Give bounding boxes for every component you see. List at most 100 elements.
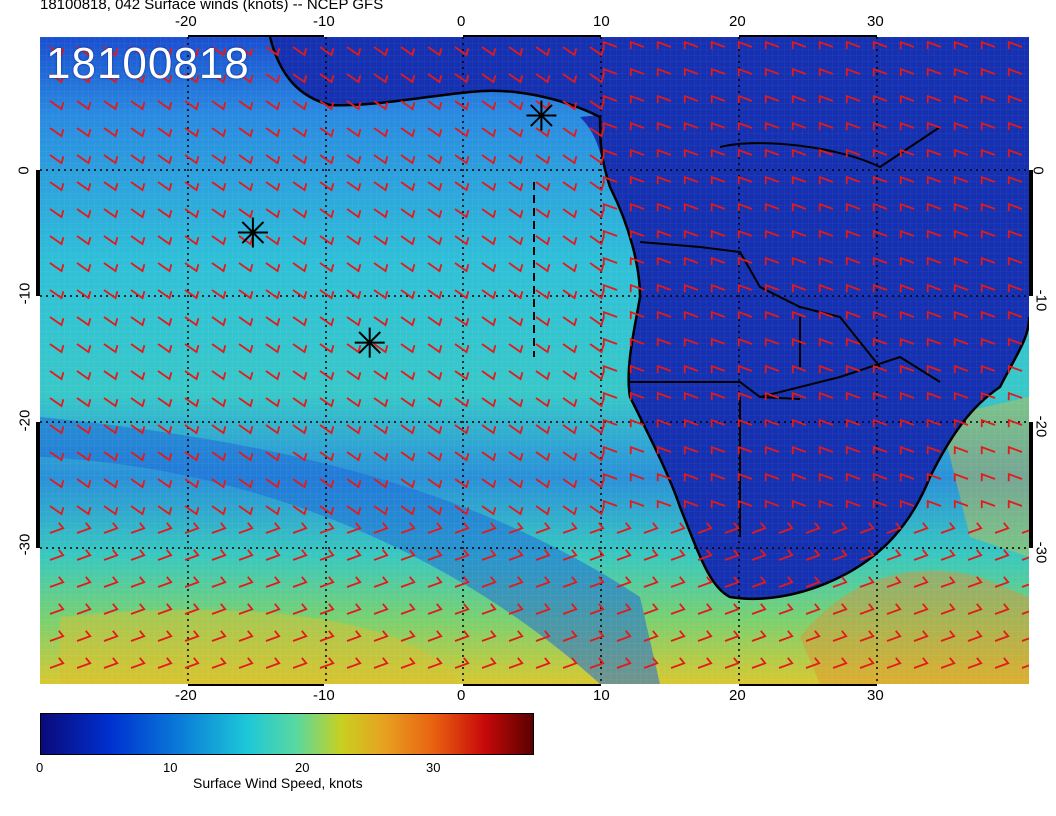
- wind-barb: [818, 121, 834, 131]
- wind-barb: [845, 94, 861, 104]
- wind-barb: [751, 549, 767, 561]
- wind-barb: [602, 202, 618, 212]
- wind-barb: [76, 46, 92, 57]
- wind-barb: [602, 337, 618, 347]
- wind-barb: [319, 522, 335, 534]
- wind-barb: [710, 94, 726, 104]
- wind-barb: [697, 603, 713, 615]
- wind-barb: [926, 175, 942, 185]
- wind-barb: [818, 202, 834, 212]
- wind-barb: [1007, 256, 1023, 266]
- wind-barb: [292, 603, 308, 615]
- wind-barb: [400, 424, 416, 435]
- wind-barb: [346, 576, 362, 588]
- wind-barb: [184, 630, 200, 642]
- wind-barb: [427, 370, 443, 381]
- wind-barb: [481, 262, 497, 273]
- wind-barb: [481, 576, 497, 588]
- wind-barb: [238, 289, 254, 300]
- wind-barb: [697, 549, 713, 561]
- wind-barb: [872, 283, 888, 293]
- wind-barb: [953, 202, 969, 212]
- colorbar-label: Surface Wind Speed, knots: [193, 775, 363, 791]
- wind-barb: [589, 154, 605, 165]
- wind-barb: [899, 148, 915, 158]
- wind-barb: [710, 310, 726, 320]
- wind-barb: [778, 657, 794, 669]
- wind-map: 18100818: [40, 37, 1029, 684]
- wind-barb: [346, 549, 362, 561]
- wind-barb: [535, 657, 551, 669]
- wind-barb: [49, 657, 65, 669]
- wind-barb: [913, 657, 929, 669]
- wind-barb: [130, 424, 146, 435]
- wind-barb: [130, 316, 146, 327]
- wind-barb: [292, 289, 308, 300]
- date-stamp: 18100818: [46, 39, 250, 88]
- wind-barb: [535, 522, 551, 534]
- wind-barb: [238, 127, 254, 138]
- wind-barb: [508, 46, 524, 57]
- wind-barb: [346, 262, 362, 273]
- wind-barb: [103, 154, 119, 165]
- wind-barb: [346, 343, 362, 354]
- wind-barb: [103, 630, 119, 642]
- wind-barb: [238, 100, 254, 111]
- wind-barb: [535, 549, 551, 561]
- wind-barb: [710, 40, 726, 50]
- wind-barb: [76, 235, 92, 246]
- wind-barb: [157, 100, 173, 111]
- wind-barb: [589, 100, 605, 111]
- wind-barb: [130, 154, 146, 165]
- wind-barb: [818, 256, 834, 266]
- colorbar-tick-20: 20: [295, 760, 310, 775]
- wind-barb: [76, 100, 92, 111]
- wind-barb: [589, 370, 605, 381]
- wind-barb: [818, 67, 834, 77]
- lon-tick-top-4: 10: [593, 13, 610, 30]
- wind-barb: [400, 46, 416, 57]
- wind-barb: [926, 229, 942, 239]
- wind-barb: [400, 505, 416, 516]
- wind-barb: [535, 424, 551, 435]
- wind-barb: [373, 208, 389, 219]
- wind-barb: [1007, 229, 1023, 239]
- lon-tick-bottom-2: -10: [313, 687, 335, 704]
- wind-barb: [629, 121, 645, 131]
- wind-barb: [184, 576, 200, 588]
- wind-barb: [589, 46, 605, 57]
- wind-barb: [400, 603, 416, 615]
- wind-barb: [791, 499, 807, 509]
- wind-barb: [818, 229, 834, 239]
- wind-barb: [184, 549, 200, 561]
- wind-barb: [980, 202, 996, 212]
- wind-barb: [683, 148, 699, 158]
- wind-barb: [157, 522, 173, 534]
- wind-barb: [980, 418, 996, 428]
- wind-barb: [130, 46, 146, 57]
- wind-barb: [967, 630, 983, 642]
- wind-barb: [683, 337, 699, 347]
- wind-barb: [346, 46, 362, 57]
- wind-barb: [427, 316, 443, 327]
- wind-barb: [629, 148, 645, 158]
- wind-barb: [481, 46, 497, 57]
- wind-barb: [791, 472, 807, 482]
- wind-barb: [49, 289, 65, 300]
- wind-barb: [211, 451, 227, 462]
- wind-barb: [184, 127, 200, 138]
- wind-barb: [832, 549, 848, 561]
- wind-barb: [764, 337, 780, 347]
- wind-barb: [602, 175, 618, 185]
- wind-barb: [818, 283, 834, 293]
- storm-marker-3: [354, 327, 385, 358]
- wind-barb: [791, 310, 807, 320]
- wind-barb: [778, 522, 794, 534]
- wind-barb: [872, 256, 888, 266]
- wind-barb: [76, 127, 92, 138]
- wind-barb: [319, 370, 335, 381]
- wind-barb: [427, 100, 443, 111]
- wind-barb: [589, 603, 605, 615]
- wind-barb: [157, 576, 173, 588]
- wind-barb: [751, 657, 767, 669]
